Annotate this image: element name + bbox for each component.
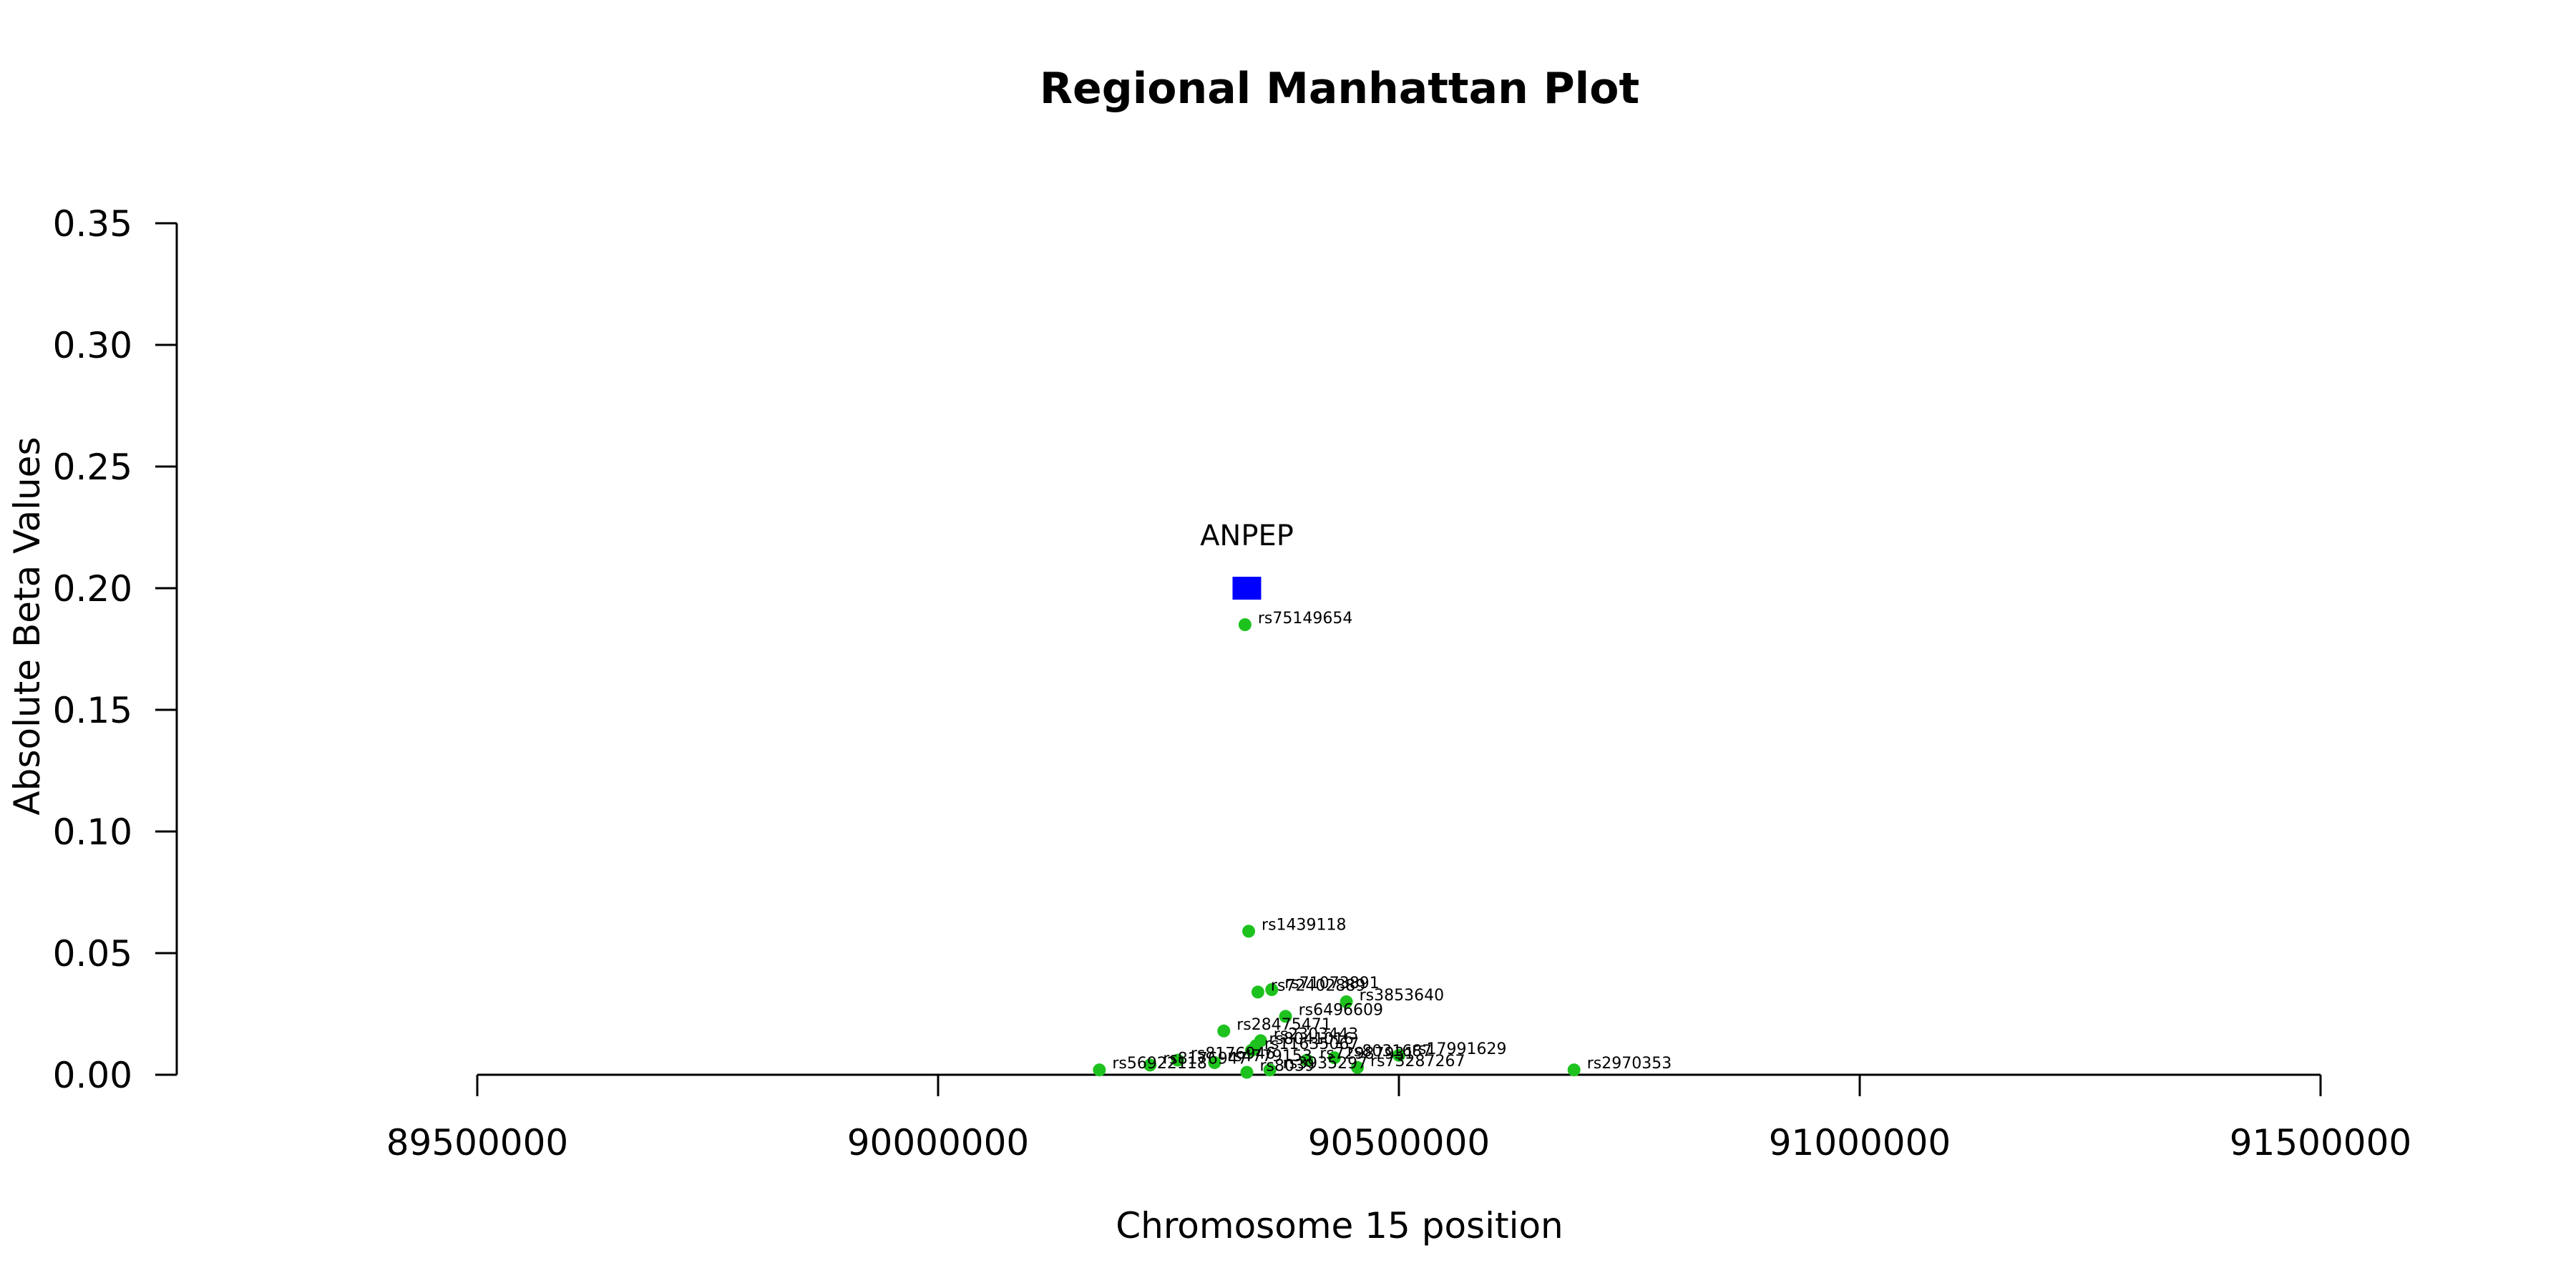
- snp-point: [1217, 1024, 1231, 1038]
- snp-point: [1171, 1053, 1184, 1067]
- y-tick-label: 0.35: [53, 203, 132, 245]
- snp-point: [1143, 1058, 1157, 1072]
- snp-label: rs56922118: [1112, 1055, 1206, 1073]
- y-tick-label: 0.15: [53, 690, 132, 731]
- snp-label: rs8041016: [1269, 1030, 1354, 1048]
- snp-label: rs11635067: [1264, 1035, 1359, 1053]
- y-tick-label: 0.30: [53, 325, 132, 366]
- y-axis-label: Absolute Beta Values: [6, 437, 48, 816]
- y-tick-label: 0.20: [53, 568, 132, 610]
- snp-point: [1392, 1048, 1405, 1062]
- snp-label: rs3853640: [1360, 987, 1445, 1005]
- gene-label: ANPEP: [1200, 519, 1294, 552]
- snp-point: [1263, 1063, 1277, 1077]
- snp-label: rs72987931: [1319, 1045, 1414, 1063]
- snp-point: [1093, 1063, 1106, 1077]
- gene-marker: [1232, 577, 1262, 600]
- snp-label: rs2970353: [1587, 1055, 1672, 1073]
- snp-label: rs72402889: [1271, 977, 1365, 995]
- snp-point: [1242, 924, 1256, 938]
- snp-point: [1279, 1010, 1292, 1023]
- y-tick-label: 0.05: [53, 933, 132, 975]
- y-tick-label: 0.25: [53, 447, 132, 488]
- data-points: rs75149654rs1439118rs71073891rs72402889r…: [1093, 610, 1672, 1079]
- x-tick-label: 90000000: [847, 1122, 1030, 1163]
- snp-point: [1208, 1056, 1221, 1069]
- snp-point: [1251, 985, 1264, 999]
- gene-marker-group: ANPEP: [1200, 519, 1294, 600]
- snp-point: [1340, 995, 1353, 1008]
- snp-label: rs75149654: [1258, 610, 1352, 628]
- snp-point: [1351, 1060, 1365, 1074]
- snp-point: [1567, 1063, 1581, 1077]
- snp-point: [1238, 618, 1252, 631]
- snp-label: rs2303443: [1274, 1025, 1359, 1043]
- y-axis: 0.00 0.05 0.10 0.15 0.20 0.25 0.30 0.35: [53, 203, 178, 1096]
- snp-point: [1244, 1044, 1258, 1057]
- x-axis-label: Chromosome 15 position: [1116, 1205, 1563, 1246]
- x-tick-label: 91500000: [2230, 1122, 2412, 1163]
- snp-label: rs8039: [1259, 1058, 1314, 1075]
- snp-label: rs8031687: [1347, 1043, 1433, 1060]
- x-tick-label: 89500000: [386, 1122, 569, 1163]
- snp-label: rs28475471: [1236, 1016, 1331, 1034]
- snp-label: rs6496609: [1299, 1001, 1384, 1019]
- x-tick-label: 91000000: [1769, 1122, 1951, 1163]
- x-tick-label: 90500000: [1308, 1122, 1491, 1163]
- snp-point: [1300, 1053, 1314, 1067]
- snp-label: rs3935297: [1283, 1055, 1368, 1073]
- x-axis: 89500000 90000000 90500000 91000000 91500000: [386, 1073, 2412, 1163]
- snp-label: rs71073891: [1284, 975, 1379, 992]
- y-tick-label: 0.00: [53, 1055, 132, 1096]
- snp-label: rs1439118: [1262, 916, 1347, 934]
- snp-point: [1327, 1051, 1341, 1065]
- snp-label: rs73287267: [1370, 1053, 1465, 1070]
- snp-point: [1265, 983, 1279, 996]
- snp-label: rs8176946: [1191, 1045, 1276, 1063]
- snp-label: rs17991629: [1412, 1040, 1506, 1058]
- snp-label: rs8176947: [1163, 1050, 1248, 1068]
- y-tick-label: 0.10: [53, 811, 132, 853]
- snp-label: rs4779153: [1227, 1048, 1312, 1065]
- chart-title: Regional Manhattan Plot: [1040, 64, 1639, 114]
- snp-point: [1240, 1065, 1254, 1079]
